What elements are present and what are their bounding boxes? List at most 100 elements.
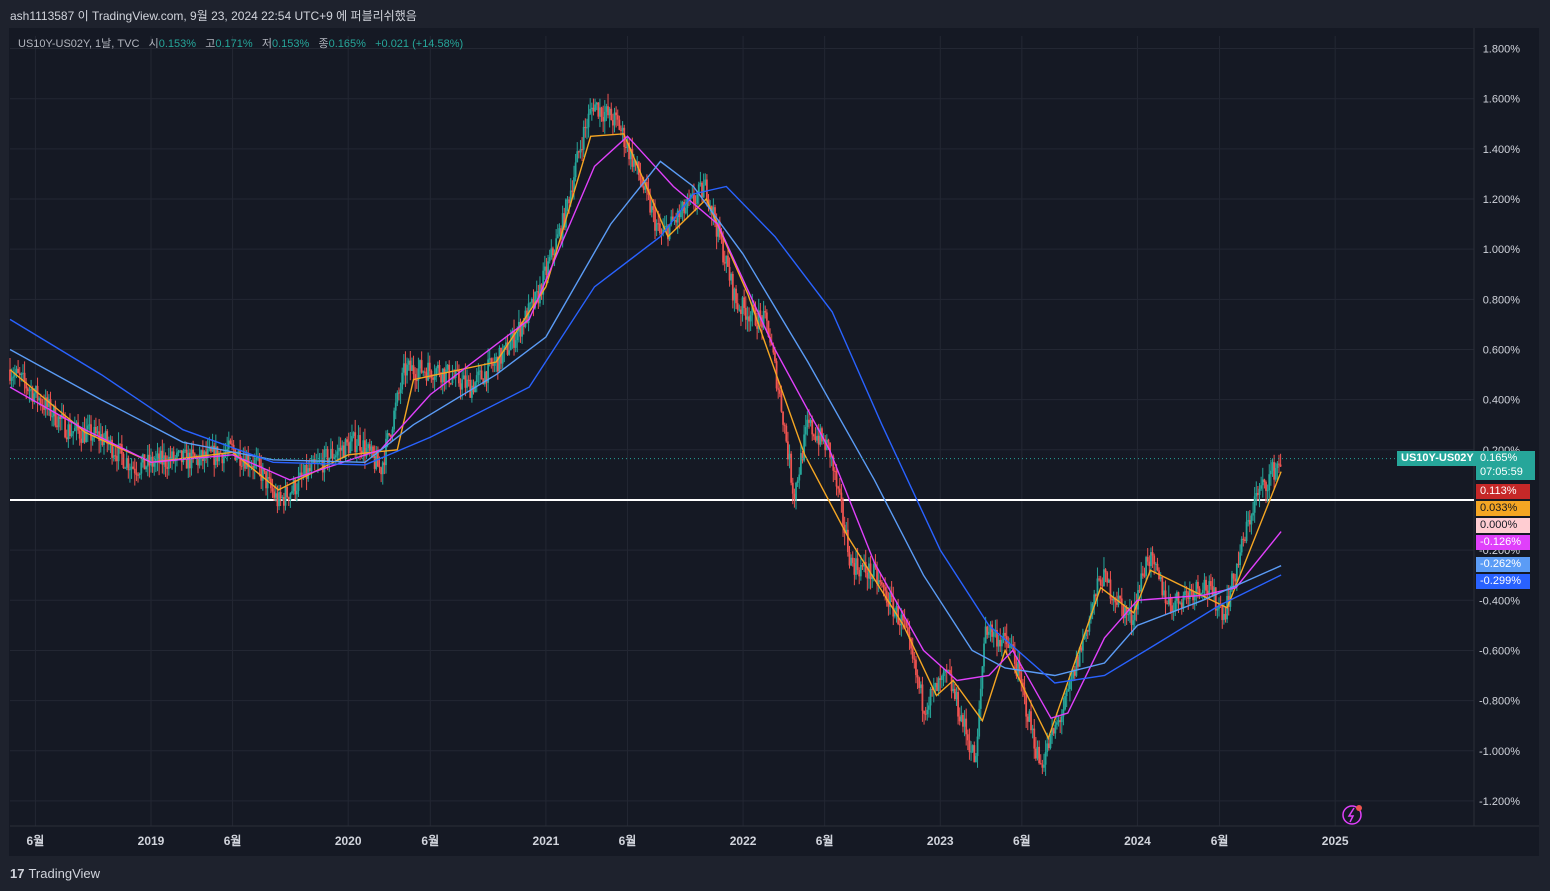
candle-body (86, 425, 89, 430)
candle-body (385, 438, 387, 466)
candle-body (1078, 647, 1081, 667)
candle-body (422, 371, 425, 373)
candle-body (788, 453, 791, 460)
candle-body (1175, 592, 1178, 601)
candle-body (655, 223, 658, 231)
candle-body (725, 255, 728, 264)
candle-body (858, 570, 861, 577)
candle-body (28, 390, 31, 392)
chart-frame[interactable] (9, 28, 1539, 856)
candle-body (1244, 539, 1246, 541)
candle-body (738, 309, 741, 311)
candle-body (1047, 743, 1050, 749)
candle-body (845, 529, 848, 533)
candle-body (1200, 593, 1203, 595)
candle-body (987, 631, 990, 635)
candle-body (947, 670, 950, 672)
candle-body (381, 462, 384, 475)
close-label: 종 (318, 38, 329, 50)
x-tick-label: 2019 (138, 834, 165, 848)
candle-body (1077, 656, 1079, 667)
candle-body (662, 229, 665, 234)
candle-body (795, 482, 797, 499)
candle-body (1185, 591, 1188, 593)
candle-body (660, 232, 663, 234)
x-tick-label: 6월 (816, 833, 834, 848)
candle-body (532, 299, 535, 308)
candle-body (112, 455, 115, 458)
candle-body (52, 405, 55, 417)
candle-body (436, 365, 439, 369)
candle-body (302, 475, 305, 477)
candle-body (924, 713, 927, 715)
candle-body (850, 557, 853, 566)
candle-body (266, 477, 269, 489)
candle-body (25, 382, 28, 389)
candle-body (673, 220, 676, 222)
candle-body (581, 149, 583, 151)
candle-body (1231, 573, 1233, 591)
candle-body (1268, 474, 1271, 491)
price-tag-4: -0.126% (1476, 535, 1530, 551)
candle-body (1166, 603, 1169, 605)
candle-body (764, 311, 767, 313)
candle-body (1197, 581, 1199, 589)
candle-body (848, 552, 851, 566)
candle-body (704, 179, 707, 186)
tradingview-logo[interactable]: 17 TradingView (10, 866, 100, 881)
candle-body (675, 220, 677, 223)
candle-body (975, 756, 977, 763)
candle-body (148, 454, 151, 466)
candle-body (571, 190, 574, 192)
candle-body (811, 419, 814, 435)
candle-body (1128, 610, 1131, 615)
candle-body (406, 364, 408, 376)
candle-body (885, 590, 888, 603)
candle-body (752, 304, 755, 307)
candle-body (919, 684, 922, 688)
candle-body (949, 670, 951, 675)
candle-body (1206, 590, 1209, 596)
candle-body (453, 377, 455, 379)
candle-body (1124, 607, 1126, 619)
candle-body (107, 443, 110, 445)
candle-body (85, 429, 88, 443)
candle-body (373, 455, 376, 469)
lightning-icon[interactable] (1342, 805, 1362, 825)
candle-body (498, 347, 501, 372)
candle-body (872, 564, 875, 577)
price-tag-1: 0.113% (1476, 484, 1530, 500)
candle-body (577, 151, 580, 153)
candle-body (287, 497, 290, 500)
candle-body (299, 472, 301, 477)
candle-body (1064, 696, 1066, 710)
candle-body (1018, 662, 1021, 673)
candle-body (939, 678, 942, 680)
candle-body (693, 193, 695, 204)
candle-body (282, 497, 285, 506)
candle-body (244, 458, 246, 469)
candle-body (626, 142, 629, 148)
candle-body (787, 441, 789, 460)
candle-body (923, 710, 925, 714)
candle-body (730, 273, 733, 281)
candle-body (1044, 752, 1047, 765)
candle-body (563, 213, 566, 228)
candle-body (154, 458, 157, 463)
candle-body (419, 360, 421, 369)
candle-body (1195, 581, 1198, 594)
candle-body (785, 425, 788, 442)
x-tick-label: 2025 (1322, 834, 1349, 848)
x-tick-label: 6월 (1211, 833, 1229, 848)
candle-body (260, 465, 263, 481)
candle-body (1056, 722, 1058, 725)
candle-body (20, 373, 23, 376)
candle-body (167, 456, 170, 469)
candle-body (808, 419, 810, 423)
candle-body (1054, 724, 1057, 734)
candle-body (762, 311, 765, 328)
candle-body (427, 362, 430, 381)
candle-body (720, 237, 723, 239)
candle-body (13, 373, 16, 377)
